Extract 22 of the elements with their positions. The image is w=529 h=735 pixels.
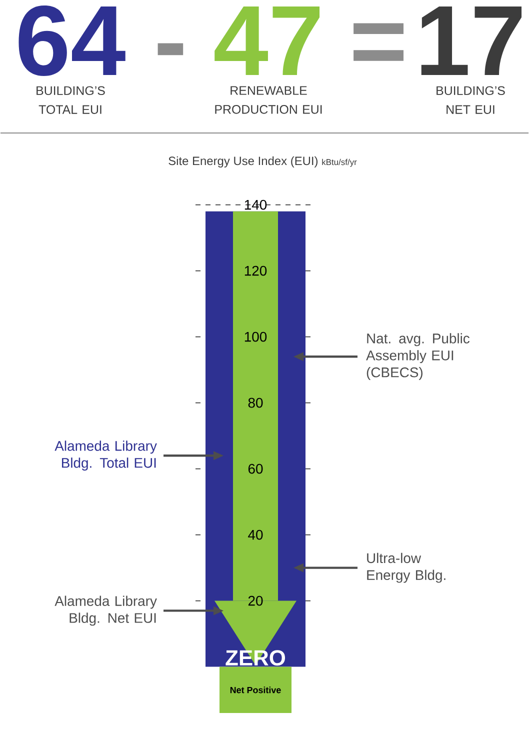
- y-tick-label: 20: [248, 596, 263, 606]
- ref-line-label: Alameda Library Bldg. Total EUI: [54, 440, 157, 471]
- text: BUILDING’S NET EUI: [436, 86, 505, 114]
- y-tick-label: 140: [244, 200, 267, 210]
- text: 17: [421, 6, 522, 75]
- text: -: [158, 43, 184, 56]
- ref-line-label: Nat. avg. Public Assembly EUI (CBECS): [366, 333, 470, 380]
- text: 64: [18, 5, 126, 76]
- y-tick-label: 60: [248, 464, 263, 474]
- y-tick-label: 100: [244, 332, 267, 342]
- y-axis-title: kBtu/sf/yr: [322, 158, 357, 167]
- chart-title: Site Energy Use Index (EUI): [168, 156, 318, 168]
- y-tick-label: 80: [248, 398, 263, 408]
- ref-line-label: Ultra-low Energy Bldg.: [367, 552, 446, 583]
- text: BUILDING’S TOTAL EUI: [36, 86, 105, 114]
- text: =: [354, 23, 404, 61]
- text: RENEWABLE PRODUCTION EUI: [215, 86, 322, 114]
- ref-line-label: Alameda Library Bldg. Net EUI: [54, 596, 157, 626]
- y-tick-label: 120: [244, 266, 267, 276]
- y-tick-label: 40: [248, 530, 263, 540]
- text: 47: [214, 6, 320, 75]
- annotation: Net Positive: [230, 686, 281, 694]
